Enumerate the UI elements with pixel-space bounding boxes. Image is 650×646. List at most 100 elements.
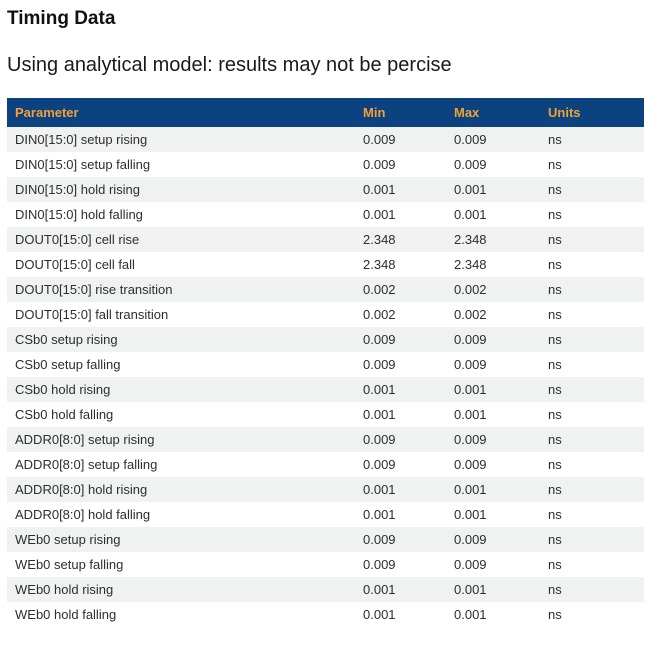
parameter-cell: DIN0[15:0] hold falling [15,207,143,222]
table-row: CSb0 setup rising 0.009 0.009 ns [7,327,644,352]
column-header-units: Units [540,98,644,127]
max-cell: 0.002 [454,282,487,297]
table-row: DOUT0[15:0] cell fall 2.348 2.348 ns [7,252,644,277]
table-row: DIN0[15:0] hold rising 0.001 0.001 ns [7,177,644,202]
min-cell: 0.001 [363,607,396,622]
min-cell: 0.009 [363,432,396,447]
table-row: DIN0[15:0] setup falling 0.009 0.009 ns [7,152,644,177]
parameter-cell: CSb0 hold falling [15,407,114,422]
parameter-cell: WEb0 hold rising [15,582,114,597]
units-cell: ns [548,207,562,222]
units-cell: ns [548,482,562,497]
units-cell: ns [548,382,562,397]
parameter-cell: DIN0[15:0] hold rising [15,182,141,197]
units-cell: ns [548,532,562,547]
min-cell: 2.348 [363,232,396,247]
min-cell: 0.001 [363,482,396,497]
parameter-cell: WEb0 hold falling [15,607,117,622]
parameter-cell: DOUT0[15:0] fall transition [15,307,169,322]
min-cell: 2.348 [363,257,396,272]
min-cell: 0.009 [363,157,396,172]
parameter-cell: ADDR0[8:0] hold falling [15,507,151,522]
column-header-min: Min [355,98,446,127]
min-cell: 0.009 [363,332,396,347]
max-cell: 0.001 [454,482,487,497]
timing-data-table: Parameter Min Max Units DIN0[15:0] setup… [7,98,644,627]
units-cell: ns [548,282,562,297]
units-cell: ns [548,507,562,522]
max-cell: 0.009 [454,157,487,172]
min-cell: 0.001 [363,182,396,197]
table-row: WEb0 hold rising 0.001 0.001 ns [7,577,644,602]
table-row: WEb0 hold falling 0.001 0.001 ns [7,602,644,627]
min-cell: 0.009 [363,532,396,547]
max-cell: 0.001 [454,207,487,222]
min-cell: 0.009 [363,457,396,472]
min-cell: 0.009 [363,357,396,372]
column-header-max: Max [446,98,540,127]
units-cell: ns [548,132,562,147]
units-cell: ns [548,157,562,172]
table-row: CSb0 setup falling 0.009 0.009 ns [7,352,644,377]
max-cell: 0.002 [454,307,487,322]
table-row: ADDR0[8:0] setup falling 0.009 0.009 ns [7,452,644,477]
column-header-parameter: Parameter [7,98,355,127]
parameter-cell: DOUT0[15:0] cell fall [15,257,135,272]
min-cell: 0.001 [363,582,396,597]
units-cell: ns [548,407,562,422]
units-cell: ns [548,257,562,272]
max-cell: 0.001 [454,407,487,422]
parameter-cell: CSb0 hold rising [15,382,111,397]
units-cell: ns [548,182,562,197]
model-warning-text: Using analytical model: results may not … [7,54,452,76]
units-cell: ns [548,582,562,597]
max-cell: 0.009 [454,432,487,447]
max-cell: 0.009 [454,557,487,572]
max-cell: 0.001 [454,507,487,522]
table-row: ADDR0[8:0] hold rising 0.001 0.001 ns [7,477,644,502]
max-cell: 0.009 [454,457,487,472]
max-cell: 0.001 [454,182,487,197]
min-cell: 0.002 [363,282,396,297]
table-row: CSb0 hold falling 0.001 0.001 ns [7,402,644,427]
parameter-cell: DIN0[15:0] setup rising [15,132,148,147]
table-body: DIN0[15:0] setup rising 0.009 0.009 ns DIN0[… [7,127,644,627]
units-cell: ns [548,357,562,372]
timing-report-page: Timing Data Using analytical model: resu… [7,8,644,627]
table-row: ADDR0[8:0] hold falling 0.001 0.001 ns [7,502,644,527]
max-cell: 0.001 [454,382,487,397]
parameter-cell: DIN0[15:0] setup falling [15,157,151,172]
units-cell: ns [548,432,562,447]
max-cell: 0.009 [454,332,487,347]
table-row: ADDR0[8:0] setup rising 0.009 0.009 ns [7,427,644,452]
table-row: DOUT0[15:0] cell rise 2.348 2.348 ns [7,227,644,252]
min-cell: 0.009 [363,557,396,572]
table-row: WEb0 setup rising 0.009 0.009 ns [7,527,644,552]
max-cell: 2.348 [454,257,487,272]
min-cell: 0.009 [363,132,396,147]
units-cell: ns [548,332,562,347]
max-cell: 2.348 [454,232,487,247]
max-cell: 0.001 [454,607,487,622]
table-row: DOUT0[15:0] fall transition 0.002 0.002 ns [7,302,644,327]
min-cell: 0.001 [363,507,396,522]
min-cell: 0.001 [363,407,396,422]
min-cell: 0.002 [363,307,396,322]
min-cell: 0.001 [363,207,396,222]
max-cell: 0.001 [454,582,487,597]
table-row: DIN0[15:0] hold falling 0.001 0.001 ns [7,202,644,227]
table-header-row: Parameter Min Max Units [7,98,644,127]
max-cell: 0.009 [454,357,487,372]
table-row: DOUT0[15:0] rise transition 0.002 0.002 ns [7,277,644,302]
units-cell: ns [548,457,562,472]
table-row: CSb0 hold rising 0.001 0.001 ns [7,377,644,402]
parameter-cell: ADDR0[8:0] hold rising [15,482,148,497]
parameter-cell: DOUT0[15:0] rise transition [15,282,173,297]
parameter-cell: CSb0 setup falling [15,357,121,372]
page-title: Timing Data [7,8,116,29]
table-row: DIN0[15:0] setup rising 0.009 0.009 ns [7,127,644,152]
max-cell: 0.009 [454,132,487,147]
parameter-cell: DOUT0[15:0] cell rise [15,232,140,247]
table-row: WEb0 setup falling 0.009 0.009 ns [7,552,644,577]
min-cell: 0.001 [363,382,396,397]
